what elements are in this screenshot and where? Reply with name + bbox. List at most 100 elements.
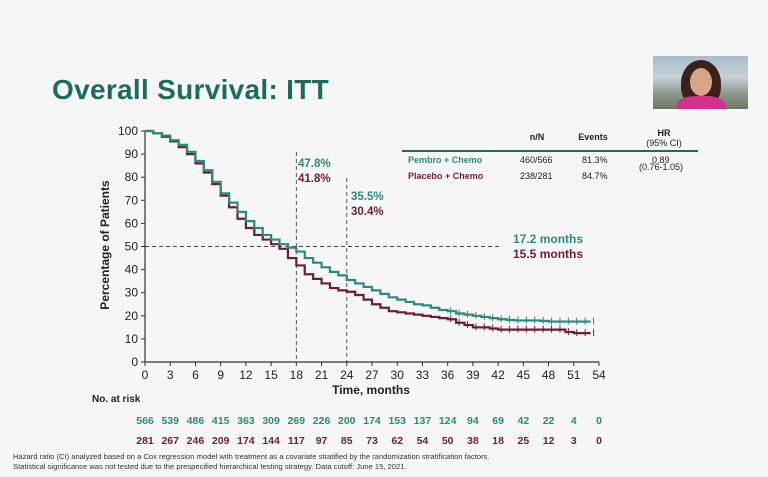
x-tick-label: 33 — [416, 368, 430, 382]
risk-placebo-cell: 3 — [571, 435, 577, 447]
risk-pembro-cell: 486 — [187, 415, 205, 427]
risk-pembro-cell: 174 — [363, 415, 381, 427]
legend-col-nn: n/N — [529, 132, 545, 142]
median-placebo-label: 15.5 months — [513, 247, 583, 261]
risk-pembro-cell: 415 — [212, 415, 230, 427]
x-tick-label: 48 — [542, 368, 556, 382]
y-tick-label: 70 — [125, 193, 139, 207]
risk-placebo-cell: 267 — [161, 435, 179, 447]
annot-18mo-pembro: 47.8% — [298, 158, 331, 170]
risk-table: 566 539 486 415 363 309 269 226 200 174 153 137 124 9… — [136, 415, 602, 447]
median-pembro-label: 17.2 months — [513, 232, 583, 246]
x-tick-label: 27 — [365, 368, 379, 382]
slide-title: Overall Survival: ITT — [52, 74, 330, 105]
risk-pembro-cell: 94 — [467, 415, 479, 427]
risk-pembro-cell: 363 — [237, 415, 255, 427]
risk-pembro-cell: 539 — [161, 415, 179, 427]
legend-table: n/N Events HR (95% CI) Pembro + Chemo 46… — [402, 128, 698, 184]
y-tick-label: 50 — [125, 240, 139, 254]
x-tick-label: 51 — [567, 368, 581, 382]
legend-col-events: Events — [578, 132, 608, 142]
risk-pembro-cell: 124 — [439, 415, 457, 427]
risk-pembro-cell: 4 — [571, 415, 577, 427]
legend-pembro-nn: 460/566 — [520, 155, 553, 165]
x-tick-label: 6 — [192, 368, 199, 382]
x-tick-label: 45 — [517, 368, 531, 382]
risk-placebo-cell: 38 — [467, 435, 479, 447]
background-dot-pattern — [0, 0, 768, 60]
risk-pembro-cell: 309 — [262, 415, 280, 427]
legend-row-pembro: Pembro + Chemo 460/566 81.3% 0.89 — [402, 152, 698, 168]
y-tick-label: 30 — [125, 286, 139, 300]
legend-ci: (0.76-1.05) — [639, 162, 684, 172]
y-tick-label: 90 — [125, 147, 139, 161]
x-tick-label: 15 — [264, 368, 278, 382]
risk-pembro-cell: 566 — [136, 415, 154, 427]
y-tick-label: 40 — [125, 263, 139, 277]
risk-placebo-cell: 85 — [341, 435, 353, 447]
y-tick-label: 20 — [125, 309, 139, 323]
x-tick-label: 36 — [441, 368, 455, 382]
x-tick-label: 42 — [491, 368, 505, 382]
risk-pembro-cell: 42 — [517, 415, 529, 427]
y-tick-label: 10 — [125, 332, 139, 346]
x-tick-label: 54 — [592, 368, 606, 382]
footnote-line-2: Statistical significance was not tested … — [13, 461, 407, 471]
x-tick-label: 30 — [391, 368, 405, 382]
risk-pembro-cell: 69 — [492, 415, 504, 427]
legend-placebo-name: Placebo + Chemo — [408, 171, 484, 181]
annot-24mo-pembro: 35.5% — [351, 191, 384, 203]
risk-placebo-cell: 54 — [417, 435, 429, 447]
x-tick-label: 24 — [340, 368, 354, 382]
risk-pembro-cell: 0 — [596, 415, 602, 427]
risk-pembro-cell: 153 — [388, 415, 406, 427]
risk-placebo-cell: 144 — [262, 435, 280, 447]
risk-placebo-cell: 73 — [366, 435, 378, 447]
legend-col-hr: HR (95% CI) — [646, 128, 682, 148]
risk-placebo-cell: 50 — [442, 435, 454, 447]
x-axis-label: Time, months — [332, 383, 410, 397]
risk-placebo-cell: 18 — [492, 435, 504, 447]
x-tick-label: 18 — [290, 368, 304, 382]
risk-placebo-cell: 62 — [391, 435, 403, 447]
x-tick-label: 39 — [466, 368, 480, 382]
pembro-curve — [145, 129, 591, 323]
risk-placebo-cell: 97 — [316, 435, 328, 447]
risk-placebo-cell: 25 — [517, 435, 529, 447]
y-tick-label: 100 — [118, 124, 138, 138]
legend-pembro-name: Pembro + Chemo — [408, 155, 483, 165]
legend-rule — [402, 150, 698, 152]
annot-24mo-placebo: 30.4% — [351, 206, 384, 218]
placebo-curve — [145, 129, 591, 335]
x-tick-label: 9 — [217, 368, 224, 382]
legend-placebo-nn: 238/281 — [520, 171, 553, 181]
legend-row-placebo: Placebo + Chemo 238/281 84.7% (0.76-1.05… — [402, 162, 698, 184]
x-tick-label: 0 — [142, 368, 149, 382]
risk-placebo-cell: 281 — [136, 435, 154, 447]
risk-pembro-cell: 22 — [543, 415, 555, 427]
risk-placebo-cell: 246 — [187, 435, 205, 447]
risk-placebo-cell: 209 — [212, 435, 230, 447]
risk-placebo-cell: 12 — [543, 435, 555, 447]
risk-placebo-cell: 0 — [596, 435, 602, 447]
x-tick-label: 12 — [239, 368, 253, 382]
risk-pembro-cell: 226 — [313, 415, 331, 427]
risk-pembro-cell: 269 — [288, 415, 306, 427]
risk-placebo-cell: 174 — [237, 435, 255, 447]
legend-hr: 0.89 — [652, 155, 670, 165]
x-tick-label: 3 — [167, 368, 174, 382]
risk-pembro-cell: 137 — [414, 415, 432, 427]
legend-placebo-events: 84.7% — [582, 171, 608, 181]
y-tick-label: 80 — [125, 170, 139, 184]
risk-placebo-cell: 117 — [288, 435, 305, 447]
x-tick-label: 21 — [315, 368, 329, 382]
risk-table-label: No. at risk — [92, 394, 141, 405]
y-tick-label: 60 — [125, 216, 139, 230]
footnote: Hazard ratio (CI) analyzed based on a Co… — [13, 452, 490, 471]
presenter-webcam — [653, 56, 748, 109]
annot-18mo-placebo: 41.8% — [298, 173, 331, 185]
legend-pembro-events: 81.3% — [582, 155, 608, 165]
y-axis-label: Percentage of Patients — [98, 180, 112, 310]
y-tick-label: 0 — [131, 355, 138, 369]
